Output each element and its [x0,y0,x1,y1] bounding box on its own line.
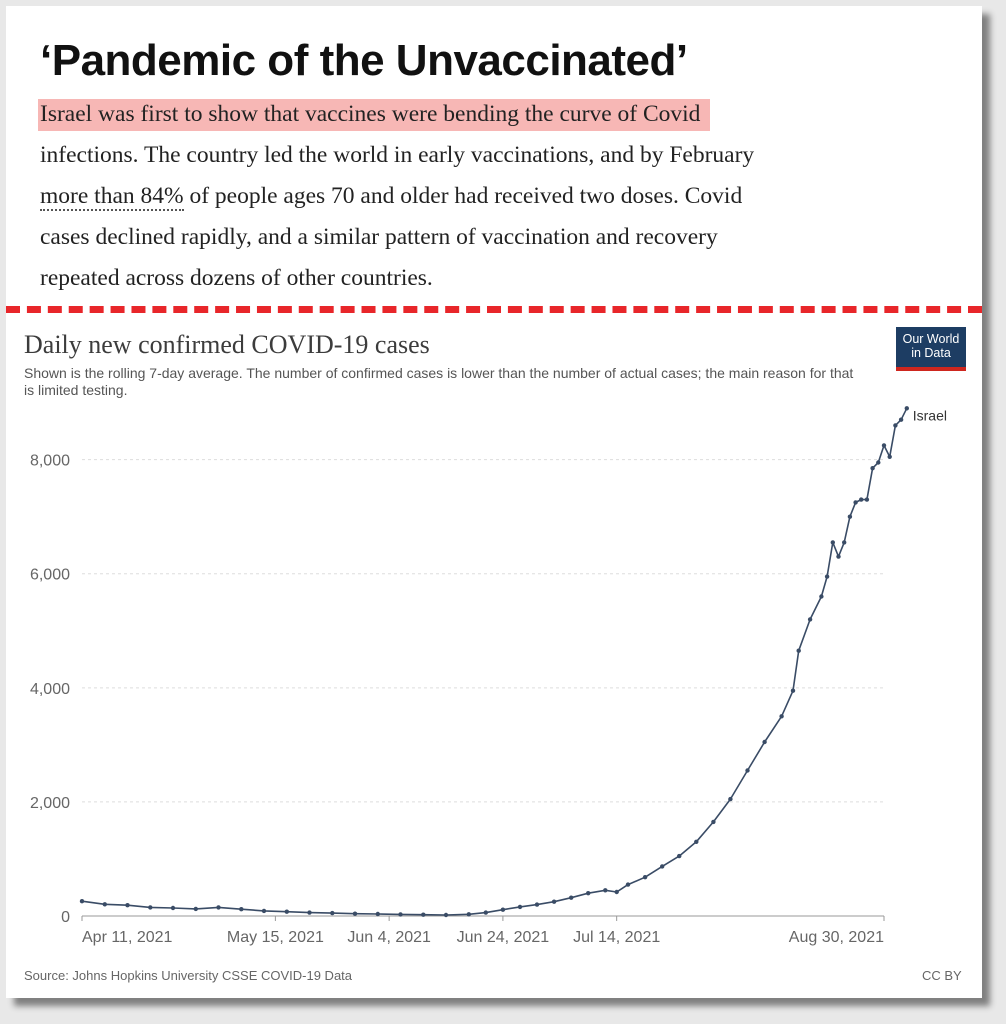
x-tick-label: Jun 24, 2021 [457,929,550,946]
data-point [148,905,153,910]
data-point [569,895,574,900]
data-point [762,739,767,745]
data-point [284,909,289,914]
data-point [193,906,198,912]
data-point [660,864,665,869]
x-tick-label: Aug 30, 2021 [789,929,884,946]
article-paragraph: Israel was first to show that vaccines w… [38,94,980,299]
logo-line-2: in Data [911,346,951,360]
data-point [398,912,403,917]
data-point [551,899,557,904]
data-point [779,714,784,719]
series-label: Israel [913,407,947,423]
data-point [796,648,801,653]
dashed-divider [6,306,982,313]
data-point [847,514,853,519]
data-point [842,540,847,545]
highlighted-sentence: Israel was first to show that vaccines w… [38,99,711,131]
data-point [352,911,358,916]
data-point [677,853,682,859]
data-point [79,899,85,904]
data-point [261,908,267,914]
data-point [443,912,449,918]
data-points [79,406,909,918]
data-point [239,907,244,912]
data-point [170,905,176,911]
article-headline: ‘Pandemic of the Unvaccinated’ [40,36,688,85]
grid-lines [82,459,884,803]
data-point [859,497,864,502]
series-line-layer [81,407,908,916]
data-point [534,902,540,907]
data-point [728,796,733,802]
series-labels: Israel [913,407,947,423]
y-tick-label: 8,000 [30,453,70,470]
data-point [898,417,904,422]
license-label[interactable]: CC BY [922,968,962,983]
data-point [125,903,130,908]
data-point [307,910,312,915]
data-point [824,574,830,579]
data-point [642,875,648,880]
data-point [864,497,870,502]
data-point [870,466,875,471]
x-tick-label: Apr 11, 2021 [82,929,173,946]
data-point [836,554,841,559]
screenshot-card: ‘Pandemic of the Unvaccinated’ Israel wa… [6,6,982,998]
chart-subtitle: Shown is the rolling 7-day average. The … [24,365,854,398]
data-point [887,454,892,459]
article-line-2: infections. The country led the world in… [40,142,755,168]
data-point [517,904,523,910]
data-point [625,882,631,887]
data-point [711,819,716,825]
article-line-3-rest: of people ages 70 and older had received… [183,183,743,209]
x-tick-label: May 15, 2021 [227,929,324,946]
vaccination-stat-link[interactable]: more than 84% [40,183,184,211]
data-point [483,910,488,915]
y-tick-label: 0 [61,909,70,926]
data-point [853,500,858,505]
article-line-4: cases declined rapidly, and a similar pa… [40,224,718,250]
data-point [586,891,591,896]
data-point [830,540,835,545]
data-point [614,889,619,895]
y-tick-label: 6,000 [30,567,70,584]
axes: 0 2,000 4,000 6,000 8,000 Apr 11, 2021 May 15,… [30,453,885,946]
x-tick-label: Jun 4, 2021 [347,929,431,946]
data-point [790,688,796,693]
data-point [819,594,824,599]
data-point [807,617,813,622]
data-point [421,912,426,917]
data-point [745,768,750,773]
data-point [904,406,909,411]
line-chart: 0 2,000 4,000 6,000 8,000 Apr 11, 2021 May 15,… [30,406,947,946]
data-point [876,460,881,465]
data-point [375,911,380,917]
chart-title: Daily new confirmed COVID-19 cases [24,330,430,359]
series-line [81,407,908,916]
data-point [881,443,887,448]
y-tick-label: 4,000 [30,681,70,698]
data-point [330,910,335,916]
x-tick-label: Jul 14, 2021 [573,929,660,946]
data-point [694,839,699,844]
data-point [216,905,221,910]
data-point [603,888,608,893]
y-tick-label: 2,000 [30,795,70,812]
source-note: Source: Johns Hopkins University CSSE CO… [24,968,353,983]
data-point [893,423,898,428]
data-point [500,907,506,912]
our-world-in-data-logo[interactable]: Our World in Data [896,327,966,371]
logo-line-1: Our World [902,332,960,346]
data-point [466,912,471,917]
article-line-5: repeated across dozens of other countrie… [40,265,433,291]
data-point [102,902,108,907]
